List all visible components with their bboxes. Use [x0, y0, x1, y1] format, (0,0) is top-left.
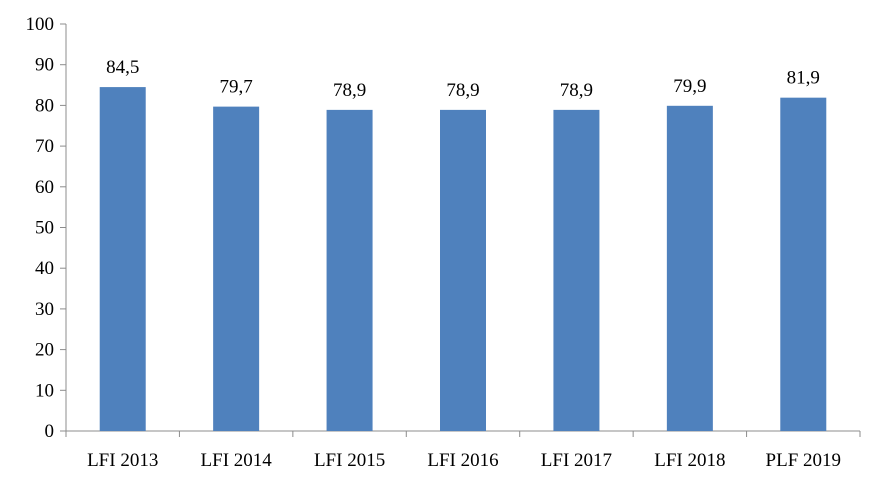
y-tick-label: 40	[35, 258, 54, 279]
y-tick-label: 80	[35, 95, 54, 116]
y-axis: 0 10 20 30 40 50 60 70 80 90 100	[26, 14, 67, 442]
bar	[553, 109, 600, 431]
y-tick-label: 10	[35, 380, 54, 401]
x-category-label: LFI 2018	[654, 450, 725, 471]
x-category-label: LFI 2013	[87, 450, 158, 471]
bar	[440, 109, 486, 431]
bar	[666, 105, 713, 431]
y-tick-label: 60	[35, 177, 54, 198]
y-tick-label: 90	[35, 55, 54, 76]
data-label: 79,9	[673, 76, 706, 97]
x-category-label: LFI 2017	[541, 450, 612, 471]
x-category-label: PLF 2019	[766, 450, 842, 471]
data-label: 79,7	[220, 77, 253, 98]
x-category-label: LFI 2016	[427, 450, 498, 471]
data-label: 78,9	[446, 80, 479, 101]
y-tick-label: 50	[35, 218, 54, 239]
data-label: 81,9	[787, 68, 820, 89]
bar	[780, 97, 827, 432]
data-label: 78,9	[333, 80, 366, 101]
bar	[213, 106, 260, 431]
data-label: 78,9	[560, 80, 593, 101]
bar	[99, 87, 146, 432]
bars	[99, 87, 827, 432]
x-category-label: LFI 2015	[314, 450, 385, 471]
data-labels: 84,5 79,7 78,9 78,9 78,9 79,9 81,9	[106, 57, 820, 101]
x-category-label: LFI 2014	[201, 450, 273, 471]
y-tick-label: 70	[35, 136, 54, 157]
y-tick-label: 30	[35, 299, 54, 320]
bar	[326, 109, 373, 431]
data-label: 84,5	[106, 57, 139, 78]
y-tick-label: 100	[26, 14, 55, 35]
y-tick-label: 20	[35, 340, 54, 361]
x-axis: LFI 2013 LFI 2014 LFI 2015 LFI 2016 LFI 2017…	[65, 430, 861, 471]
y-tick-label: 0	[45, 421, 55, 442]
